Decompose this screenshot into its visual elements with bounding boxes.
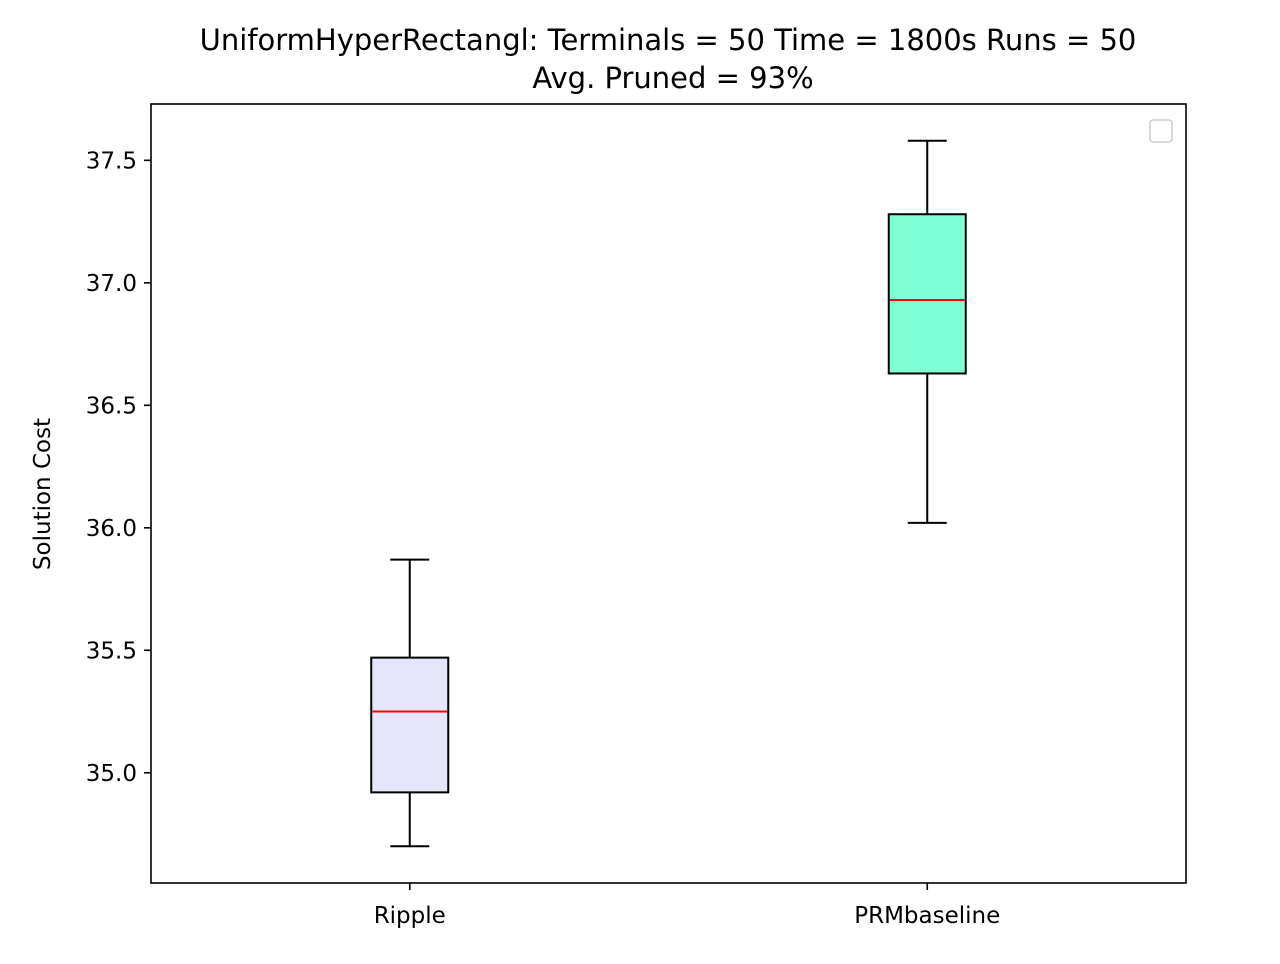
box-ripple xyxy=(370,558,450,848)
y-tick-label: 36.0 xyxy=(86,516,137,542)
y-tick-label: 37.0 xyxy=(86,271,137,297)
x-tick-label: Ripple xyxy=(374,903,446,929)
chart-title: UniformHyperRectangl: Terminals = 50 Tim… xyxy=(200,23,1137,57)
y-tick-label: 35.5 xyxy=(86,638,137,664)
y-tick-label: 36.5 xyxy=(86,393,137,419)
box-prmbaseline xyxy=(887,139,967,524)
y-axis-label: Solution Cost xyxy=(30,418,56,570)
x-tick-label: PRMbaseline xyxy=(854,903,1000,929)
legend-box xyxy=(1149,119,1173,143)
x-axis-ticks: Ripple PRMbaseline xyxy=(374,883,1000,929)
y-tick-label: 35.0 xyxy=(86,761,137,787)
y-axis-ticks: 35.0 35.5 36.0 36.5 37.0 37.5 xyxy=(86,148,151,787)
box-iqr xyxy=(370,656,450,794)
box-series xyxy=(370,139,967,848)
y-tick-label: 37.5 xyxy=(86,148,137,174)
box-iqr xyxy=(887,213,967,375)
plot-area-frame xyxy=(150,103,1187,884)
chart-subtitle: Avg. Pruned = 93% xyxy=(532,61,813,95)
